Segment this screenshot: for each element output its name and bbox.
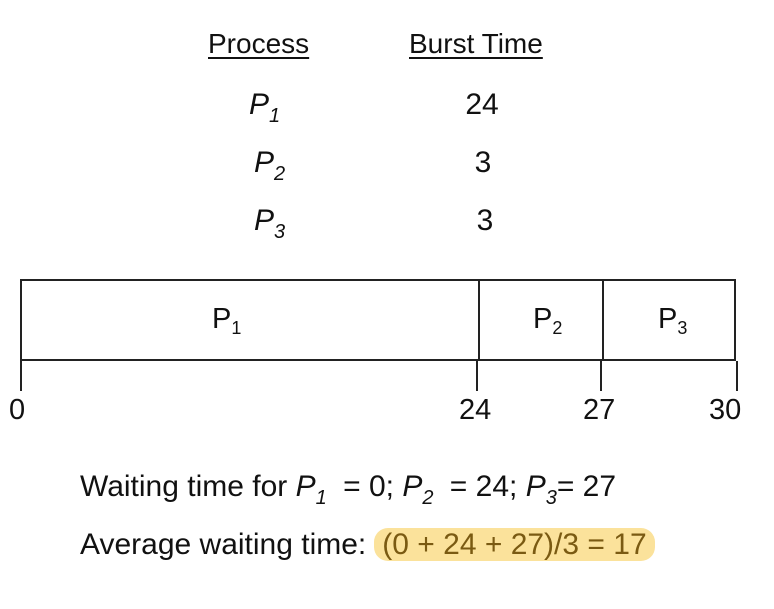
tick-mark-30 bbox=[736, 361, 738, 391]
tick-mark-24 bbox=[476, 361, 478, 391]
burst-time-p3: 3 bbox=[476, 204, 494, 237]
gantt-segment-p1: P1 bbox=[212, 303, 242, 338]
gantt-divider-27 bbox=[602, 281, 604, 359]
burst-time-p2: 3 bbox=[474, 146, 492, 179]
average-label: Average waiting time: bbox=[80, 528, 367, 561]
burst-time-p1: 24 bbox=[465, 88, 499, 121]
process-name-p1: P1 bbox=[249, 88, 281, 127]
average-formula-highlight: (0 + 24 + 27)/3 = 17 bbox=[374, 528, 655, 561]
waiting-time-line: Waiting time for P1 = 0; P2 = 24; P3= 27 bbox=[80, 470, 617, 509]
process-name-p3: P3 bbox=[254, 204, 286, 243]
tick-mark-0 bbox=[20, 361, 22, 391]
tick-label-30: 30 bbox=[709, 394, 742, 426]
tick-label-0: 0 bbox=[9, 394, 26, 426]
tick-mark-27 bbox=[600, 361, 602, 391]
gantt-divider-24 bbox=[478, 281, 480, 359]
header-process: Process bbox=[208, 28, 310, 59]
gantt-segment-p3: P3 bbox=[658, 303, 688, 338]
tick-label-24: 24 bbox=[459, 394, 492, 426]
gantt-segment-p2: P2 bbox=[533, 303, 563, 338]
tick-label-27: 27 bbox=[583, 394, 616, 426]
header-burst-time: Burst Time bbox=[409, 28, 543, 59]
gantt-chart: P1 P2 P3 bbox=[20, 279, 736, 361]
process-name-p2: P2 bbox=[254, 146, 286, 185]
average-waiting-time-line: Average waiting time: (0 + 24 + 27)/3 = 1… bbox=[80, 528, 655, 562]
